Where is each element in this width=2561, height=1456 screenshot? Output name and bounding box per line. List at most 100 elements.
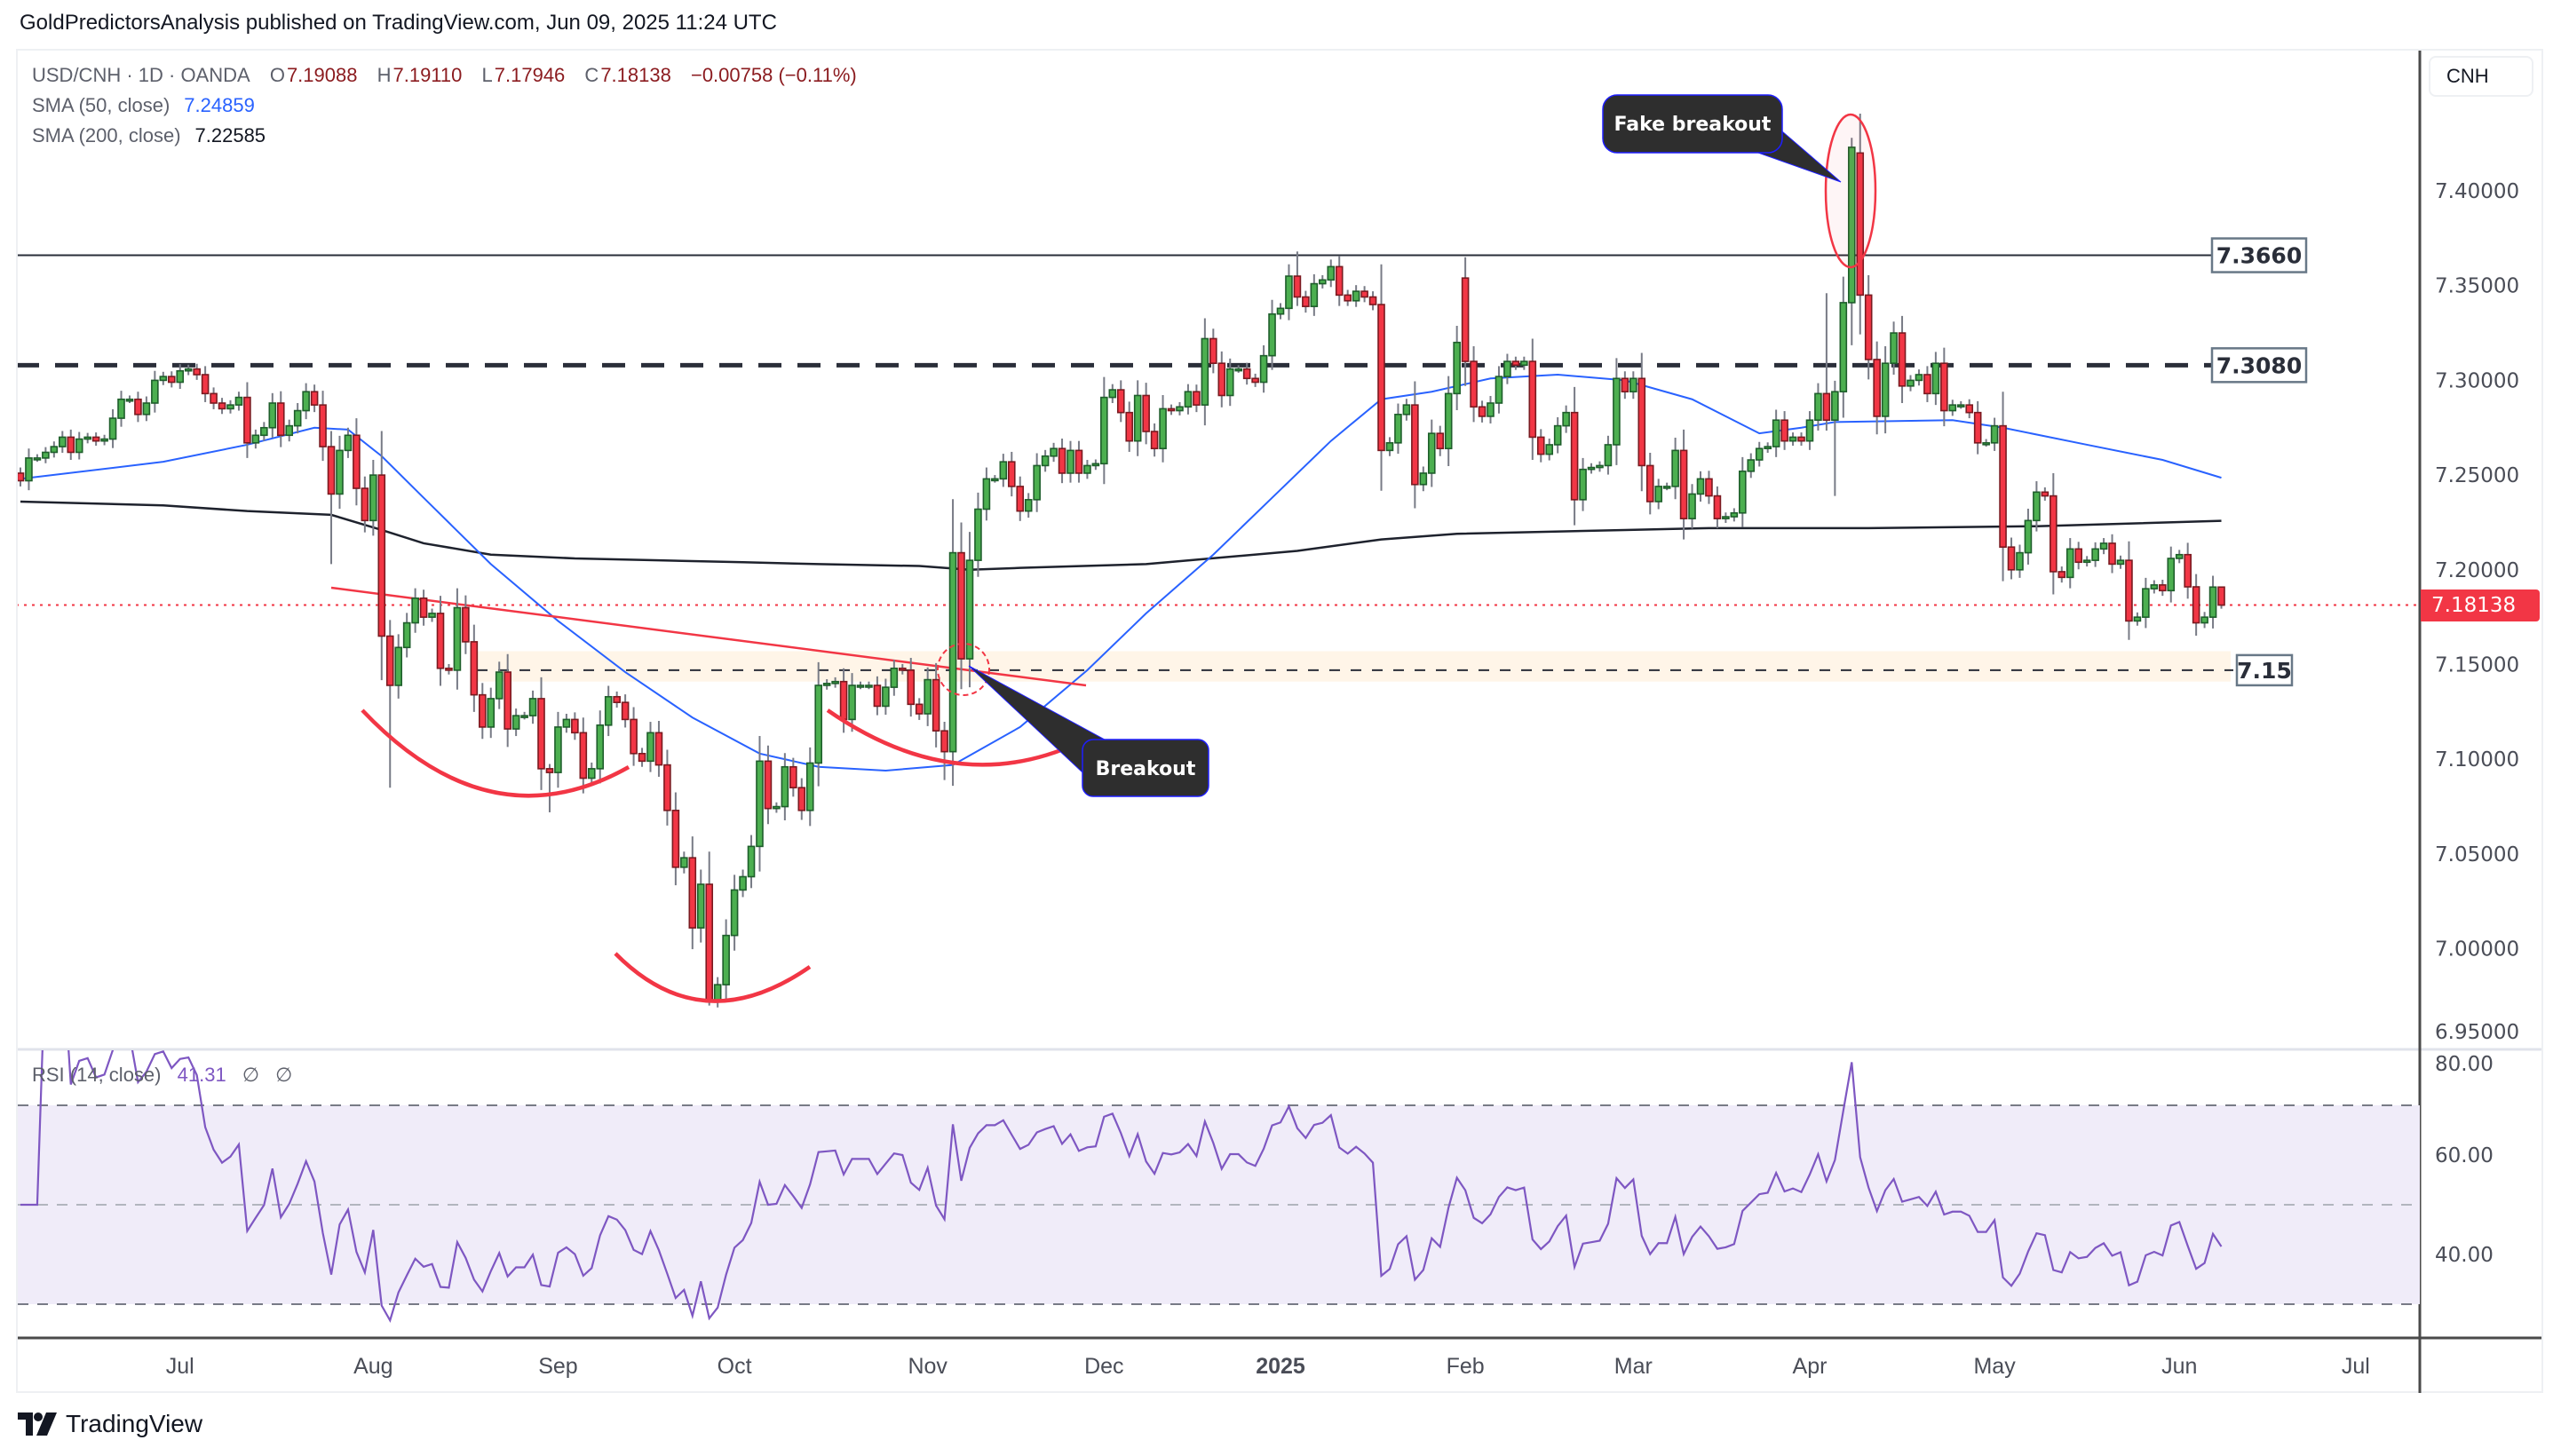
candle <box>1881 345 1890 434</box>
rsi-extra-2: ∅ <box>275 1064 293 1086</box>
candle-body-up <box>1915 374 1923 382</box>
candle <box>251 429 260 449</box>
candle <box>495 661 503 709</box>
candle-body-up <box>2116 559 2125 566</box>
chart-frame <box>16 49 2543 1393</box>
candle-body-up <box>336 449 344 495</box>
publisher-header: GoldPredictorsAnalysis published on Trad… <box>20 11 777 35</box>
fake-breakout-callout-box <box>1602 94 1783 154</box>
candle-body-up <box>1696 478 1705 495</box>
sma50-line <box>20 373 2222 772</box>
candle <box>756 736 764 872</box>
candle <box>1856 114 1865 335</box>
candle-body-down <box>764 760 773 810</box>
candle-body-down <box>1864 294 1873 360</box>
candle-body-down <box>940 730 948 753</box>
candle-body-up <box>234 396 243 406</box>
level-label-high[interactable]: 7.3660 <box>2210 237 2308 273</box>
breakout-callout[interactable]: Breakout <box>968 665 1209 797</box>
rsi-axis[interactable]: 80.00 60.00 40.00 <box>2435 1053 2494 1267</box>
candle-body-down <box>1016 486 1025 512</box>
candle-body-up <box>1788 436 1797 442</box>
candle-body-down <box>797 787 806 811</box>
tradingview-logo[interactable]: TradingView <box>18 1410 202 1438</box>
fake-breakout-callout[interactable]: Fake breakout <box>1602 94 1842 183</box>
breakout-circle <box>937 643 990 696</box>
candle <box>91 432 100 447</box>
candle-body-up <box>1562 411 1570 427</box>
candle-body-down <box>621 701 630 721</box>
candle <box>1873 341 1881 435</box>
chart-legend: USD/CNH · 1D · OANDA O7.19088 H7.19110 L… <box>32 60 859 151</box>
candle <box>285 419 294 442</box>
legend-sma50-row[interactable]: SMA (50, close) 7.24859 <box>32 91 859 121</box>
candle <box>1242 362 1251 385</box>
candle-body-down <box>2007 546 2016 571</box>
candle <box>1847 138 1856 345</box>
candle-body-down <box>957 551 965 660</box>
candle <box>1007 451 1016 497</box>
candle <box>1159 394 1167 463</box>
candle-body-down <box>243 396 251 444</box>
candle-body-down <box>1193 391 1201 406</box>
candle-body-down <box>537 698 545 770</box>
candle <box>2125 541 2133 640</box>
candle-body-down <box>839 680 848 721</box>
candle <box>2033 481 2041 532</box>
candle-body-up <box>1234 368 1242 372</box>
candle <box>117 391 125 427</box>
fake-breakout-callout-text: Fake breakout <box>1614 114 1772 136</box>
candle <box>596 710 605 784</box>
candle <box>848 673 856 732</box>
level-label-mid[interactable]: 7.3080 <box>2210 347 2308 384</box>
price-axis[interactable]: 7.40000 7.35000 7.30000 7.25000 7.20000 7.150… <box>2435 180 2519 1044</box>
high-label: H <box>377 64 392 86</box>
candle-body-up <box>25 457 33 482</box>
candle-body-up <box>1083 464 1091 474</box>
candle <box>1822 293 1831 431</box>
candle-body-up <box>999 461 1008 480</box>
candle-body-up <box>1931 362 1940 395</box>
candle <box>630 707 638 766</box>
currency-button[interactable]: CNH <box>2429 56 2533 97</box>
candle <box>1100 376 1108 485</box>
legend-sma200-row[interactable]: SMA (200, close) 7.22585 <box>32 121 859 151</box>
candle <box>1562 405 1570 433</box>
candle <box>1377 264 1385 491</box>
candle-body-down <box>1209 337 1217 364</box>
rsi-value: 41.31 <box>177 1064 226 1086</box>
level-label-mid-text: 7.3080 <box>2216 352 2302 378</box>
price-tick-label: 7.25000 <box>2435 464 2519 487</box>
breakout-callout-text: Breakout <box>1096 758 1196 780</box>
candle <box>1990 417 1999 451</box>
candle <box>537 677 545 790</box>
candle <box>1923 366 1931 402</box>
candle <box>1495 366 1503 414</box>
time-axis[interactable]: Jul Aug Sep Oct Nov Dec 2025 Feb Mar Apr May Jun Jul <box>166 1354 2370 1379</box>
candle <box>1016 476 1025 521</box>
rsi-line <box>20 1050 2223 1324</box>
candle-body-up <box>511 715 520 730</box>
candle-body-down <box>1621 377 1629 393</box>
candle <box>1688 484 1696 529</box>
open-value: 7.19088 <box>286 64 358 86</box>
candle <box>302 383 310 420</box>
candle <box>1368 291 1377 311</box>
candle <box>369 460 377 536</box>
rsi-tick-label: 40.00 <box>2435 1244 2494 1267</box>
candle-body-down <box>276 402 285 437</box>
rsi-legend[interactable]: RSI (14, close) 41.31 ∅ ∅ <box>32 1064 292 1087</box>
symbol-info[interactable]: USD/CNH · 1D · OANDA <box>32 64 250 86</box>
candle-body-up <box>1662 486 1671 489</box>
candle-body-up <box>554 726 562 773</box>
candle-body-up <box>302 391 310 412</box>
level-label-zone[interactable]: 7.15 <box>2235 653 2294 687</box>
candle-body-up <box>2082 559 2091 564</box>
candle-body-up <box>991 478 999 482</box>
candle-body-up <box>394 646 403 686</box>
candle-body-up <box>151 379 159 404</box>
sma50-label: SMA (50, close) <box>32 94 170 116</box>
time-tick-label: Feb <box>1447 1354 1485 1379</box>
candle <box>545 764 554 812</box>
